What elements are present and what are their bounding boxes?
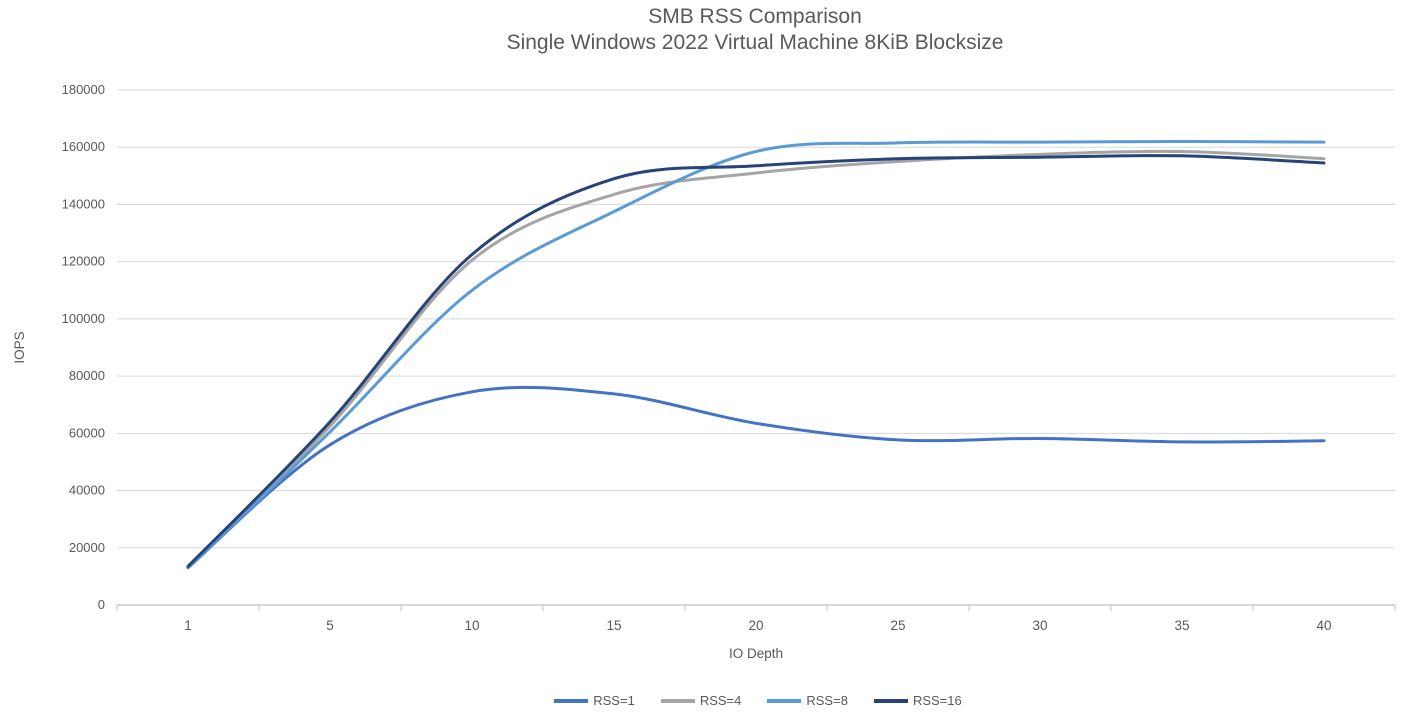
legend-label: RSS=4 bbox=[699, 693, 742, 708]
x-tick-label: 35 bbox=[1174, 618, 1189, 633]
legend-item: RSS=8 bbox=[767, 693, 848, 708]
legend-label: RSS=8 bbox=[806, 693, 848, 708]
legend-swatch bbox=[554, 698, 589, 703]
y-tick-label: 20000 bbox=[69, 540, 105, 555]
y-axis-title: IOPS bbox=[12, 331, 27, 363]
y-tick-label: 80000 bbox=[69, 368, 105, 383]
x-axis-title: IO Depth bbox=[729, 646, 783, 661]
y-tick-label: 40000 bbox=[69, 483, 105, 498]
x-tick-label: 15 bbox=[606, 618, 621, 633]
y-tick-label: 60000 bbox=[69, 425, 105, 440]
x-tick-label: 30 bbox=[1032, 618, 1047, 633]
series-line-rss-16 bbox=[186, 154, 1326, 568]
x-tick-label: 40 bbox=[1316, 618, 1331, 633]
legend-swatch bbox=[660, 698, 695, 703]
legend-label: RSS=16 bbox=[912, 693, 962, 708]
chart-title: SMB RSS Comparison bbox=[648, 5, 862, 28]
y-tick-label: 100000 bbox=[62, 311, 105, 326]
x-tick-label: 5 bbox=[326, 618, 334, 633]
chart-subtitle: Single Windows 2022 Virtual Machine 8KiB… bbox=[506, 31, 1004, 54]
x-tick-label: 25 bbox=[890, 618, 905, 633]
legend-item: RSS=16 bbox=[873, 693, 962, 708]
y-tick-label: 160000 bbox=[62, 139, 105, 154]
series-line-rss-4 bbox=[186, 149, 1326, 569]
legend: RSS=1 RSS=4 RSS=8 RSS=16 bbox=[117, 693, 1399, 708]
y-tick-label: 0 bbox=[98, 597, 105, 612]
legend-item: RSS=1 bbox=[554, 693, 635, 708]
legend-swatch bbox=[767, 698, 802, 703]
y-tick-label: 120000 bbox=[62, 254, 105, 269]
legend-swatch bbox=[873, 698, 908, 703]
x-tick-label: 10 bbox=[464, 618, 479, 633]
series-line-rss-8 bbox=[186, 140, 1326, 569]
x-tick-label: 1 bbox=[184, 618, 192, 633]
x-tick-label: 20 bbox=[748, 618, 763, 633]
y-tick-label: 140000 bbox=[62, 196, 105, 211]
y-tick-label: 180000 bbox=[62, 82, 105, 97]
series-line-rss-1 bbox=[186, 385, 1326, 570]
legend-item: RSS=4 bbox=[660, 693, 742, 708]
legend-label: RSS=1 bbox=[593, 693, 635, 708]
